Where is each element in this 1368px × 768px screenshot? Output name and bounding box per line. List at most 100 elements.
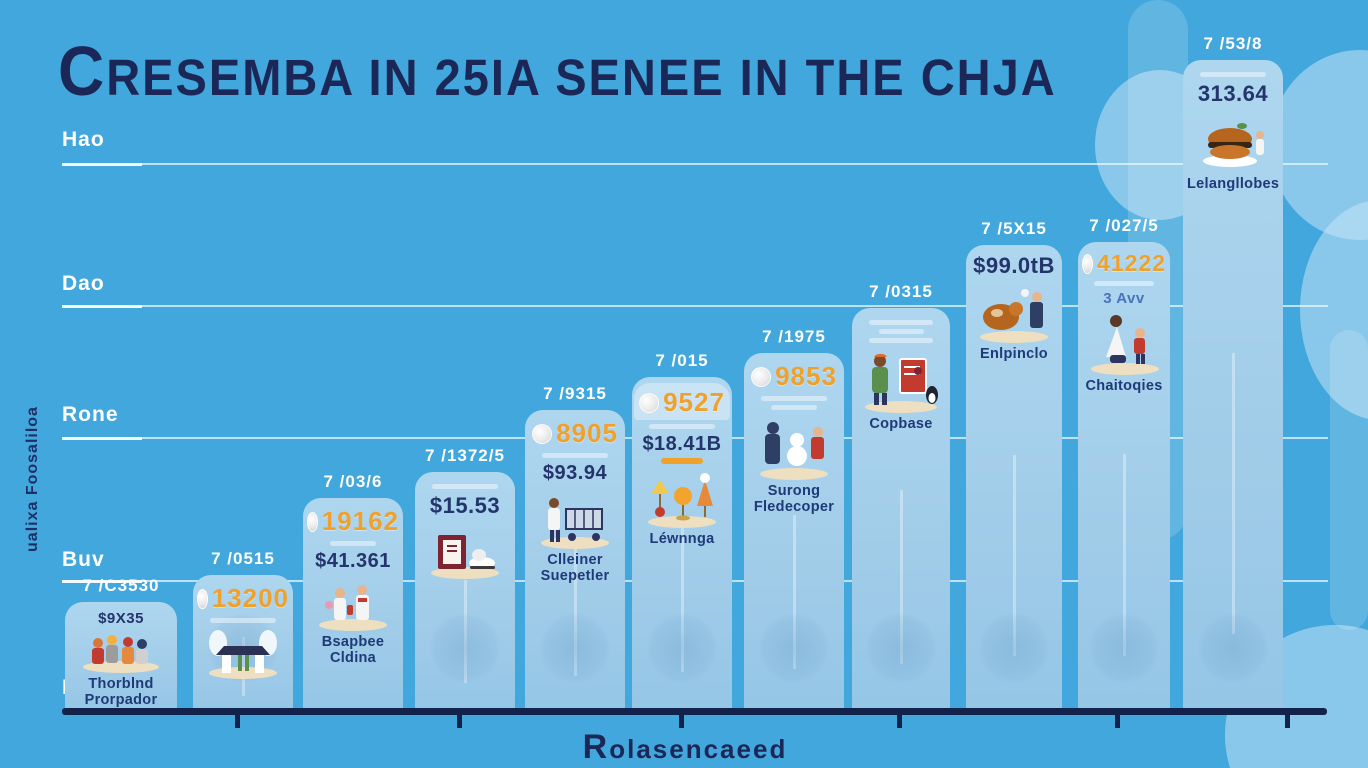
frame-and-shoe-illustration (431, 535, 499, 579)
people-with-snowman-illustration (760, 422, 828, 480)
bar-4: 7 /1372/5 $15.53 (415, 446, 515, 712)
bar-5-header: 7 /9315 (543, 384, 607, 403)
x-axis-label: Rolasencaeed (582, 728, 788, 766)
coin-icon (532, 423, 553, 444)
bar-11-label: Lelangllobes (1187, 176, 1280, 192)
bar-7-coin-value: 9853 (775, 361, 837, 391)
y-tick-hao: Hao (62, 128, 105, 151)
bar-9-price: $99.0tB (973, 253, 1055, 278)
gridline-dao (62, 305, 1328, 308)
bar-10-label: Chaitoqies (1085, 378, 1163, 394)
bar-3-price: $41.361 (315, 550, 391, 572)
bar-3: 7 /03/6 19162 $41.361 Bsapbee Cldina (303, 472, 403, 712)
bar-2-header: 7 /0515 (211, 549, 275, 568)
y-tick-buv: Buv (62, 548, 105, 571)
x-axis-tick (679, 715, 684, 728)
cloud-streak-2 (1330, 330, 1368, 630)
shopper-with-cart-illustration (541, 498, 609, 549)
bar-6-column (632, 377, 732, 712)
bar-1-header: 7 /C3530 (82, 576, 160, 595)
x-axis-tick (897, 715, 902, 728)
bar-6-header: 7 /015 (655, 351, 709, 370)
bar-10: 7 /027/5 41222 3 Avv Chaitoqies (1078, 216, 1170, 712)
bar-1-price: $9X35 (98, 610, 144, 627)
burger-on-plate-illustration (1203, 123, 1264, 167)
garbled-text-line (771, 405, 817, 410)
y-axis-title: ualixa Foosaliloa (24, 406, 41, 552)
garbled-text-line (760, 396, 828, 401)
bar-8-label: Copbase (869, 416, 933, 432)
garbled-text-line (431, 484, 499, 489)
bar-8: 7 /0315 Copbase (852, 282, 950, 712)
garbled-text-line (868, 338, 934, 343)
x-axis-tick (457, 715, 462, 728)
cow-and-person-illustration (980, 289, 1048, 343)
bar-11: 7 /53/8 313.64 Lelangllobes (1183, 34, 1283, 712)
bar-11-column (1183, 60, 1283, 712)
bar-10-coin-value: 41222 (1097, 250, 1166, 276)
bar-8-column (852, 308, 950, 712)
bar-11-price: 313.64 (1197, 81, 1269, 106)
bar-10-column (1078, 242, 1170, 712)
two-doctors-illustration (319, 585, 387, 631)
bar-7: 7 /1975 9853 Surong Fledecoper (744, 327, 844, 712)
bar-2: 7 /0515 13200 (193, 549, 293, 712)
gridline-tab (62, 580, 142, 583)
gridline-hao (62, 163, 1328, 166)
coin-icon (639, 392, 660, 413)
bar-9: 7 /5X15 $99.0tB Enlpinclo (966, 219, 1062, 712)
garbled-text-line (209, 618, 277, 623)
orange-squiggle (661, 458, 703, 464)
bar-9-label: Enlpinclo (980, 346, 1048, 362)
gridline-tab (62, 305, 142, 308)
bar-1-column (65, 602, 177, 712)
bar-8-header: 7 /0315 (869, 282, 933, 301)
mother-and-child-illustration (1091, 315, 1159, 375)
coin-icon (1082, 253, 1094, 274)
bar-5: 7 /9315 8905 $93.94 Clleiner Suepetler (525, 384, 625, 712)
crowd-of-people-illustration (83, 635, 159, 673)
bar-7-column (744, 353, 844, 712)
garbled-text-line (878, 329, 924, 334)
x-axis-tick (235, 715, 240, 728)
bar-4-price: $15.53 (429, 493, 501, 518)
bar-3-column (303, 498, 403, 712)
bar-7-label: Surong Fledecoper (753, 483, 835, 516)
bar-1-label: Thorblnd Prorpador (84, 676, 158, 709)
gridline-tab (62, 437, 142, 440)
garbled-text-line (1199, 72, 1267, 77)
chart-title: CRESEMBA IN 25IA SENEE IN THE CHJA (58, 32, 1057, 110)
temple-table-illustration (209, 630, 277, 679)
bar-5-price: $93.94 (542, 462, 608, 484)
bar-10-header: 7 /027/5 (1089, 216, 1159, 235)
bar-3-header: 7 /03/6 (323, 472, 383, 491)
bar-2-coin-value: 13200 (211, 583, 289, 613)
bar-3-label: Bsapbee Cldina (321, 634, 385, 667)
bar-6-price: $18.41B (642, 433, 722, 455)
bar-6-value-cap: 9527 (634, 383, 730, 420)
bar-3-coin-value: 19162 (321, 506, 399, 536)
coin-icon (751, 366, 772, 387)
bar-7-header: 7 /1975 (762, 327, 826, 346)
garbled-text-line (1093, 281, 1155, 286)
bar-6: 7 /015 9527 $18.41B Léwnnga (632, 351, 732, 712)
coin-icon (197, 588, 208, 609)
bar-4-column (415, 472, 515, 712)
bar-5-label: Clleiner Suepetler (540, 552, 610, 585)
three-lamps-illustration (648, 473, 716, 528)
x-axis-tick (1115, 715, 1120, 728)
garbled-text-line (868, 320, 934, 325)
garbled-text-line (648, 424, 716, 429)
presenter-with-chart-and-penguin-illustration (865, 353, 938, 413)
bar-5-column (525, 410, 625, 712)
bar-10-note: 3 Avv (1103, 290, 1145, 307)
y-tick-dao: Dao (62, 272, 105, 295)
bar-9-header: 7 /5X15 (981, 219, 1047, 238)
gridline-tab (62, 163, 142, 166)
x-axis-tick (1285, 715, 1290, 728)
bar-11-header: 7 /53/8 (1203, 34, 1263, 53)
bar-6-label: Léwnnga (649, 531, 715, 547)
x-axis-line (62, 708, 1327, 728)
bar-6-coin-value: 9527 (663, 387, 725, 417)
